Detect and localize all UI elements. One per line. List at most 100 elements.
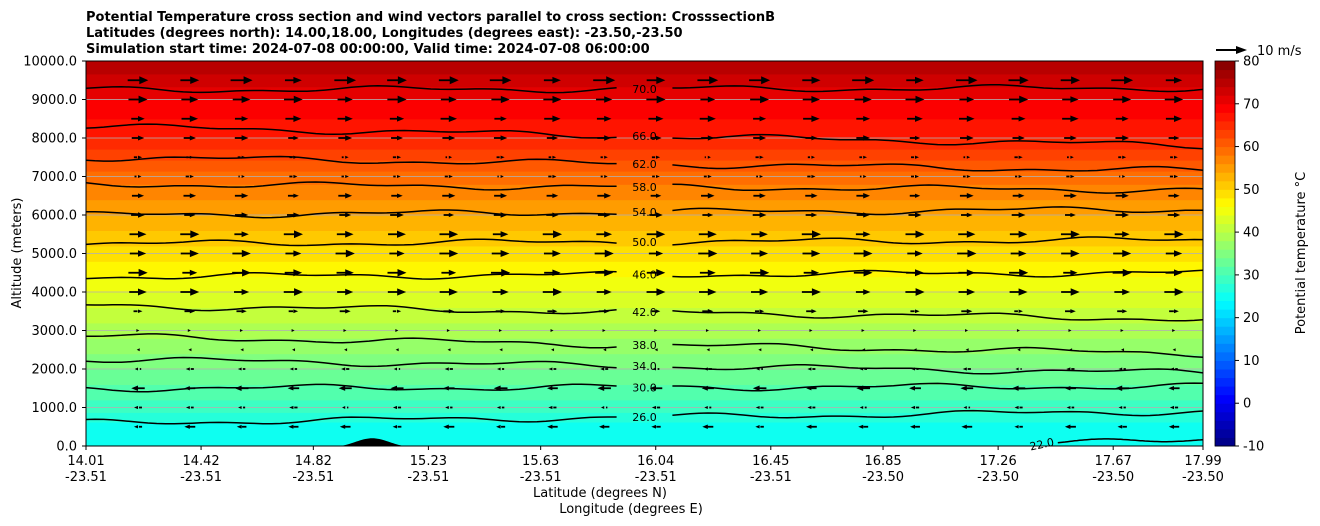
wind-vector [1010, 250, 1027, 257]
wind-vector [180, 249, 199, 258]
wind-vector [910, 405, 920, 410]
wind-vector [234, 116, 249, 122]
wind-vector [287, 385, 300, 391]
wind-vector [339, 424, 351, 429]
wind-vector [129, 230, 147, 238]
wind-vector [337, 96, 353, 103]
colorbar-tick-label: 20 [1243, 311, 1260, 326]
contour-labels: 22.0 26.0 30.0 34.0 38.0 42.0 46.0 50.0 54.0 58.0… [632, 83, 1055, 454]
wind-vector [1170, 367, 1178, 371]
colorbar-band [1215, 437, 1235, 447]
wind-vector [1065, 309, 1076, 314]
wind-vector [445, 155, 453, 159]
colorbar-band [1215, 428, 1235, 438]
terrain [337, 438, 408, 446]
wind-vector [441, 269, 457, 276]
colorbar-band [1215, 155, 1235, 165]
contour-label: 46.0 [632, 269, 657, 282]
wind-vector [341, 175, 349, 178]
wind-vector [805, 212, 818, 218]
contour-line [86, 209, 617, 219]
wind-vector [960, 385, 974, 391]
colorbar-frame [1214, 60, 1236, 447]
wind-vector [389, 115, 405, 122]
wind-vector [134, 367, 142, 371]
wind-vector [698, 230, 717, 238]
wind-vector [447, 348, 451, 352]
wind-vector [1060, 230, 1080, 239]
colorbar-band [1215, 257, 1235, 267]
wind-vector [907, 250, 923, 257]
wind-vector [602, 329, 606, 332]
colorbar-band [1215, 138, 1235, 148]
colorbar-band [1215, 197, 1235, 207]
colorbar-band [1215, 146, 1235, 156]
wind-vector [600, 155, 608, 159]
wind-vector [1064, 424, 1076, 429]
wind-vector [440, 115, 458, 123]
wind-vector [230, 76, 253, 85]
colorbar-band [1215, 300, 1235, 310]
wind-vector [958, 288, 976, 296]
wind-vector [443, 212, 454, 218]
wind-vector [234, 385, 249, 392]
colorbar-band [1215, 317, 1235, 327]
wind-vector [343, 329, 347, 332]
wind-vector [1064, 135, 1077, 141]
wind-vector [234, 135, 249, 141]
wind-vector [393, 367, 401, 371]
x-tick-label-lat: 14.82 [295, 454, 332, 469]
wind-vector [703, 174, 712, 179]
wind-vector [1066, 405, 1075, 410]
wind-vector [1113, 95, 1132, 104]
y-tick-label: 4000.0 [32, 286, 78, 301]
wind-vector [1011, 385, 1026, 391]
wind-vector [444, 367, 453, 371]
y-tick-label: 9000.0 [32, 93, 78, 108]
colorbar-band [1215, 78, 1235, 88]
wind-vector [387, 268, 407, 277]
wind-vector [543, 95, 562, 104]
wind-vector [856, 135, 871, 141]
temperature-band [86, 160, 1203, 172]
wind-vector [1065, 212, 1076, 218]
wind-vector [234, 231, 249, 238]
temperature-band [86, 73, 1203, 88]
contour-label: 66.0 [632, 130, 657, 143]
wind-vector [289, 367, 298, 371]
wind-vector [442, 193, 456, 199]
wind-vector [182, 269, 198, 276]
colorbar-tick-label: 50 [1243, 183, 1260, 198]
quiver-key-arrow-head [1236, 46, 1247, 54]
wind-vector [907, 115, 923, 122]
wind-vector [291, 329, 295, 332]
x-tick-label-lon: -23.50 [1182, 470, 1224, 485]
colorbar-band [1215, 360, 1235, 370]
wind-vector [751, 288, 769, 296]
wind-vector [543, 250, 561, 257]
y-tick-label: 7000.0 [32, 170, 78, 185]
wind-vectors [127, 76, 1184, 429]
wind-vector [395, 348, 399, 352]
wind-vector [390, 385, 404, 391]
wind-vector [439, 230, 459, 238]
wind-vector [702, 309, 714, 314]
wind-vector [701, 385, 714, 391]
wind-vector [654, 348, 658, 352]
wind-vector [859, 367, 868, 371]
wind-vector [238, 175, 245, 178]
contour-label: 54.0 [632, 206, 657, 219]
wind-vector [756, 175, 764, 178]
wind-vector [750, 95, 770, 104]
wind-vector [597, 212, 611, 218]
wind-vector [284, 269, 303, 277]
wind-vector [284, 95, 303, 104]
wind-vector [134, 175, 142, 178]
wind-vector [1112, 268, 1132, 277]
wind-vector [648, 250, 664, 257]
wind-vector [1117, 309, 1128, 314]
wind-vector [1014, 405, 1023, 410]
wind-vector [593, 76, 616, 85]
colorbar-band [1215, 232, 1235, 242]
wind-vector [1063, 269, 1078, 276]
